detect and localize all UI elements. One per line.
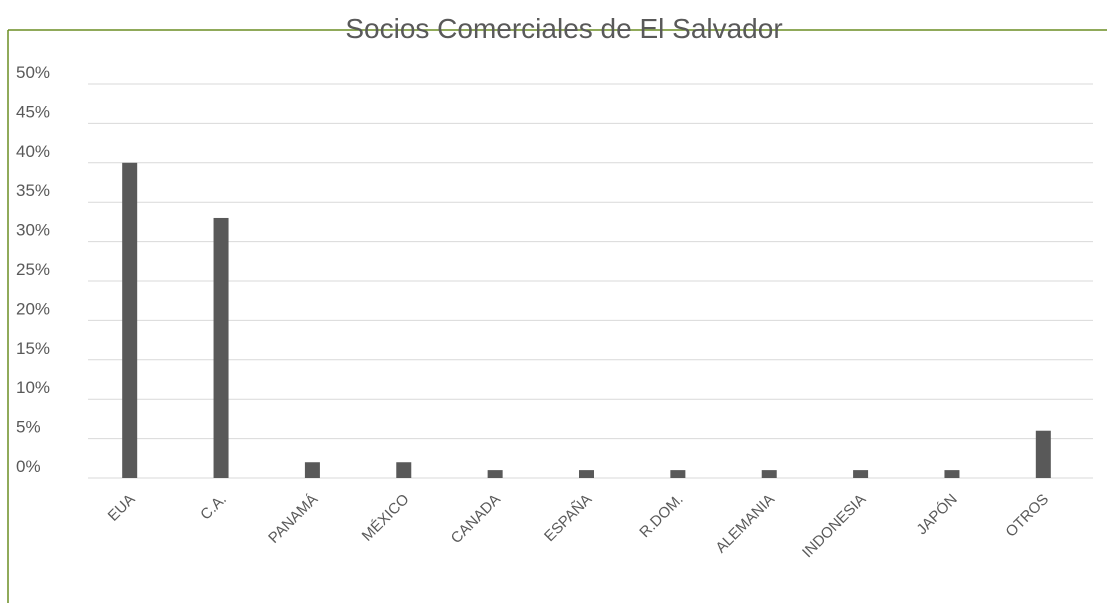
bar [122, 162, 138, 479]
chart-title: Socios Comerciales de El Salvador [345, 13, 782, 44]
x-tick-label: MÉXICO [359, 491, 413, 545]
bars [122, 162, 1051, 479]
y-tick-label: 45% [16, 102, 50, 121]
bar [670, 470, 686, 478]
y-tick-label: 40% [16, 142, 50, 161]
x-tick-label: C.A. [197, 491, 230, 524]
x-tick-label: ESPAÑA [541, 491, 595, 545]
x-tick-label: OTROS [1002, 491, 1052, 541]
bar [944, 470, 960, 478]
y-tick-label: 15% [16, 339, 50, 358]
bar [761, 470, 777, 478]
y-axis-ticks: 0% 5% 10% 15% 20% 25% 30% 35% 40% 45% 50% [16, 63, 50, 476]
y-tick-label: 5% [16, 418, 41, 437]
x-tick-label: INDONESIA [799, 491, 869, 561]
bar [1035, 430, 1051, 478]
x-tick-label: ALEMANIA [712, 491, 778, 557]
x-tick-label: R.DOM. [636, 491, 686, 541]
bar [304, 462, 320, 478]
y-tick-label: 50% [16, 63, 50, 82]
x-tick-label: EUA [105, 491, 139, 525]
y-tick-label: 35% [16, 181, 50, 200]
y-tick-label: 25% [16, 260, 50, 279]
y-tick-label: 20% [16, 299, 50, 318]
x-tick-label: JAPÓN [913, 491, 960, 538]
bar [396, 462, 412, 478]
bar [213, 217, 229, 478]
bar [487, 470, 503, 478]
bar [853, 470, 869, 478]
y-tick-label: 0% [16, 457, 41, 476]
y-tick-label: 30% [16, 221, 50, 240]
x-tick-label: PANAMÁ [265, 491, 321, 547]
y-tick-label: 10% [16, 378, 50, 397]
chart-frame [7, 29, 1107, 603]
x-tick-label: CANADA [448, 491, 504, 547]
bar [579, 470, 594, 478]
x-axis-ticks: EUA C.A. PANAMÁ MÉXICO CANADA ESPAÑA R.DOM. ALE… [105, 491, 1052, 561]
gridlines [88, 83, 1093, 479]
